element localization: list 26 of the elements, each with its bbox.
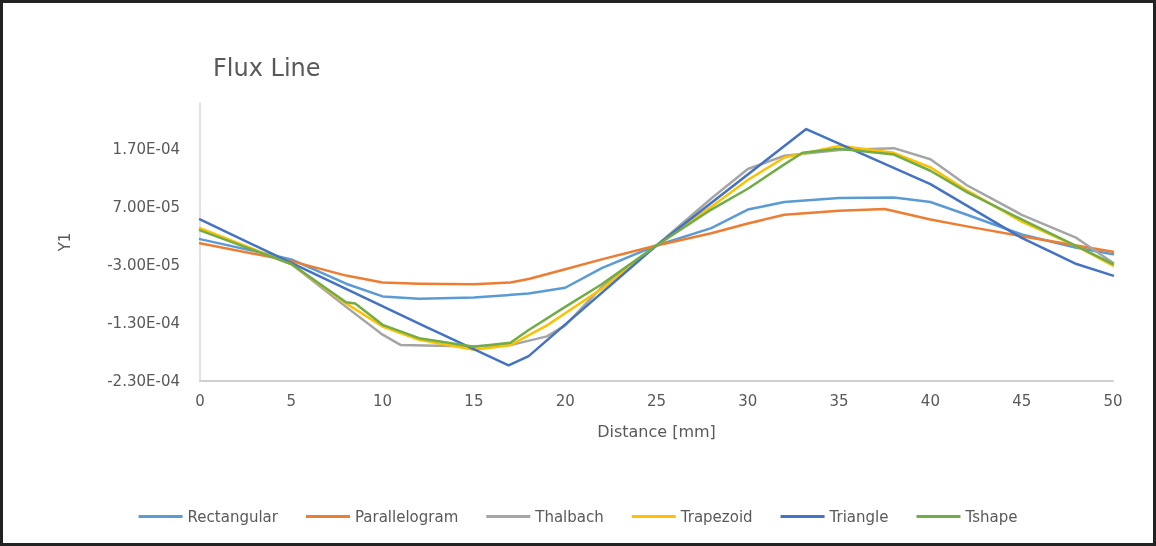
x-tick-label: 5 <box>286 391 297 410</box>
y-tick-label: 7.00E-05 <box>112 198 180 217</box>
legend-label: Rectangular <box>187 507 279 526</box>
x-tick-label: 45 <box>1012 391 1032 410</box>
legend-label: Parallelogram <box>354 507 459 526</box>
legend-label: Trapezoid <box>679 507 753 526</box>
y-tick-label: -1.30E-04 <box>107 314 180 333</box>
x-tick-label: 25 <box>646 391 667 410</box>
x-tick-label: 10 <box>373 391 393 410</box>
x-tick-label: 15 <box>464 391 484 410</box>
x-tick-label: 30 <box>738 391 758 410</box>
y-tick-label: 1.70E-04 <box>112 140 180 159</box>
y-tick-label: -2.30E-04 <box>107 372 180 390</box>
line-series <box>198 207 1115 286</box>
x-tick-label: 0 <box>195 391 205 410</box>
legend-label: Tshape <box>964 507 1018 526</box>
x-tick-label: 50 <box>1103 391 1123 410</box>
x-axis-title: Distance [mm] <box>597 421 716 441</box>
x-tick-label: 40 <box>920 391 940 410</box>
y-tick-label: -3.00E-05 <box>107 256 180 275</box>
legend-label: Thalbach <box>534 507 604 526</box>
chart-title: Flux Line <box>213 54 321 82</box>
legend-label: Triangle <box>828 507 889 526</box>
x-tick-label: 20 <box>555 391 575 410</box>
y-axis-title: Y1 <box>55 232 74 253</box>
x-tick-label: 35 <box>829 391 849 410</box>
